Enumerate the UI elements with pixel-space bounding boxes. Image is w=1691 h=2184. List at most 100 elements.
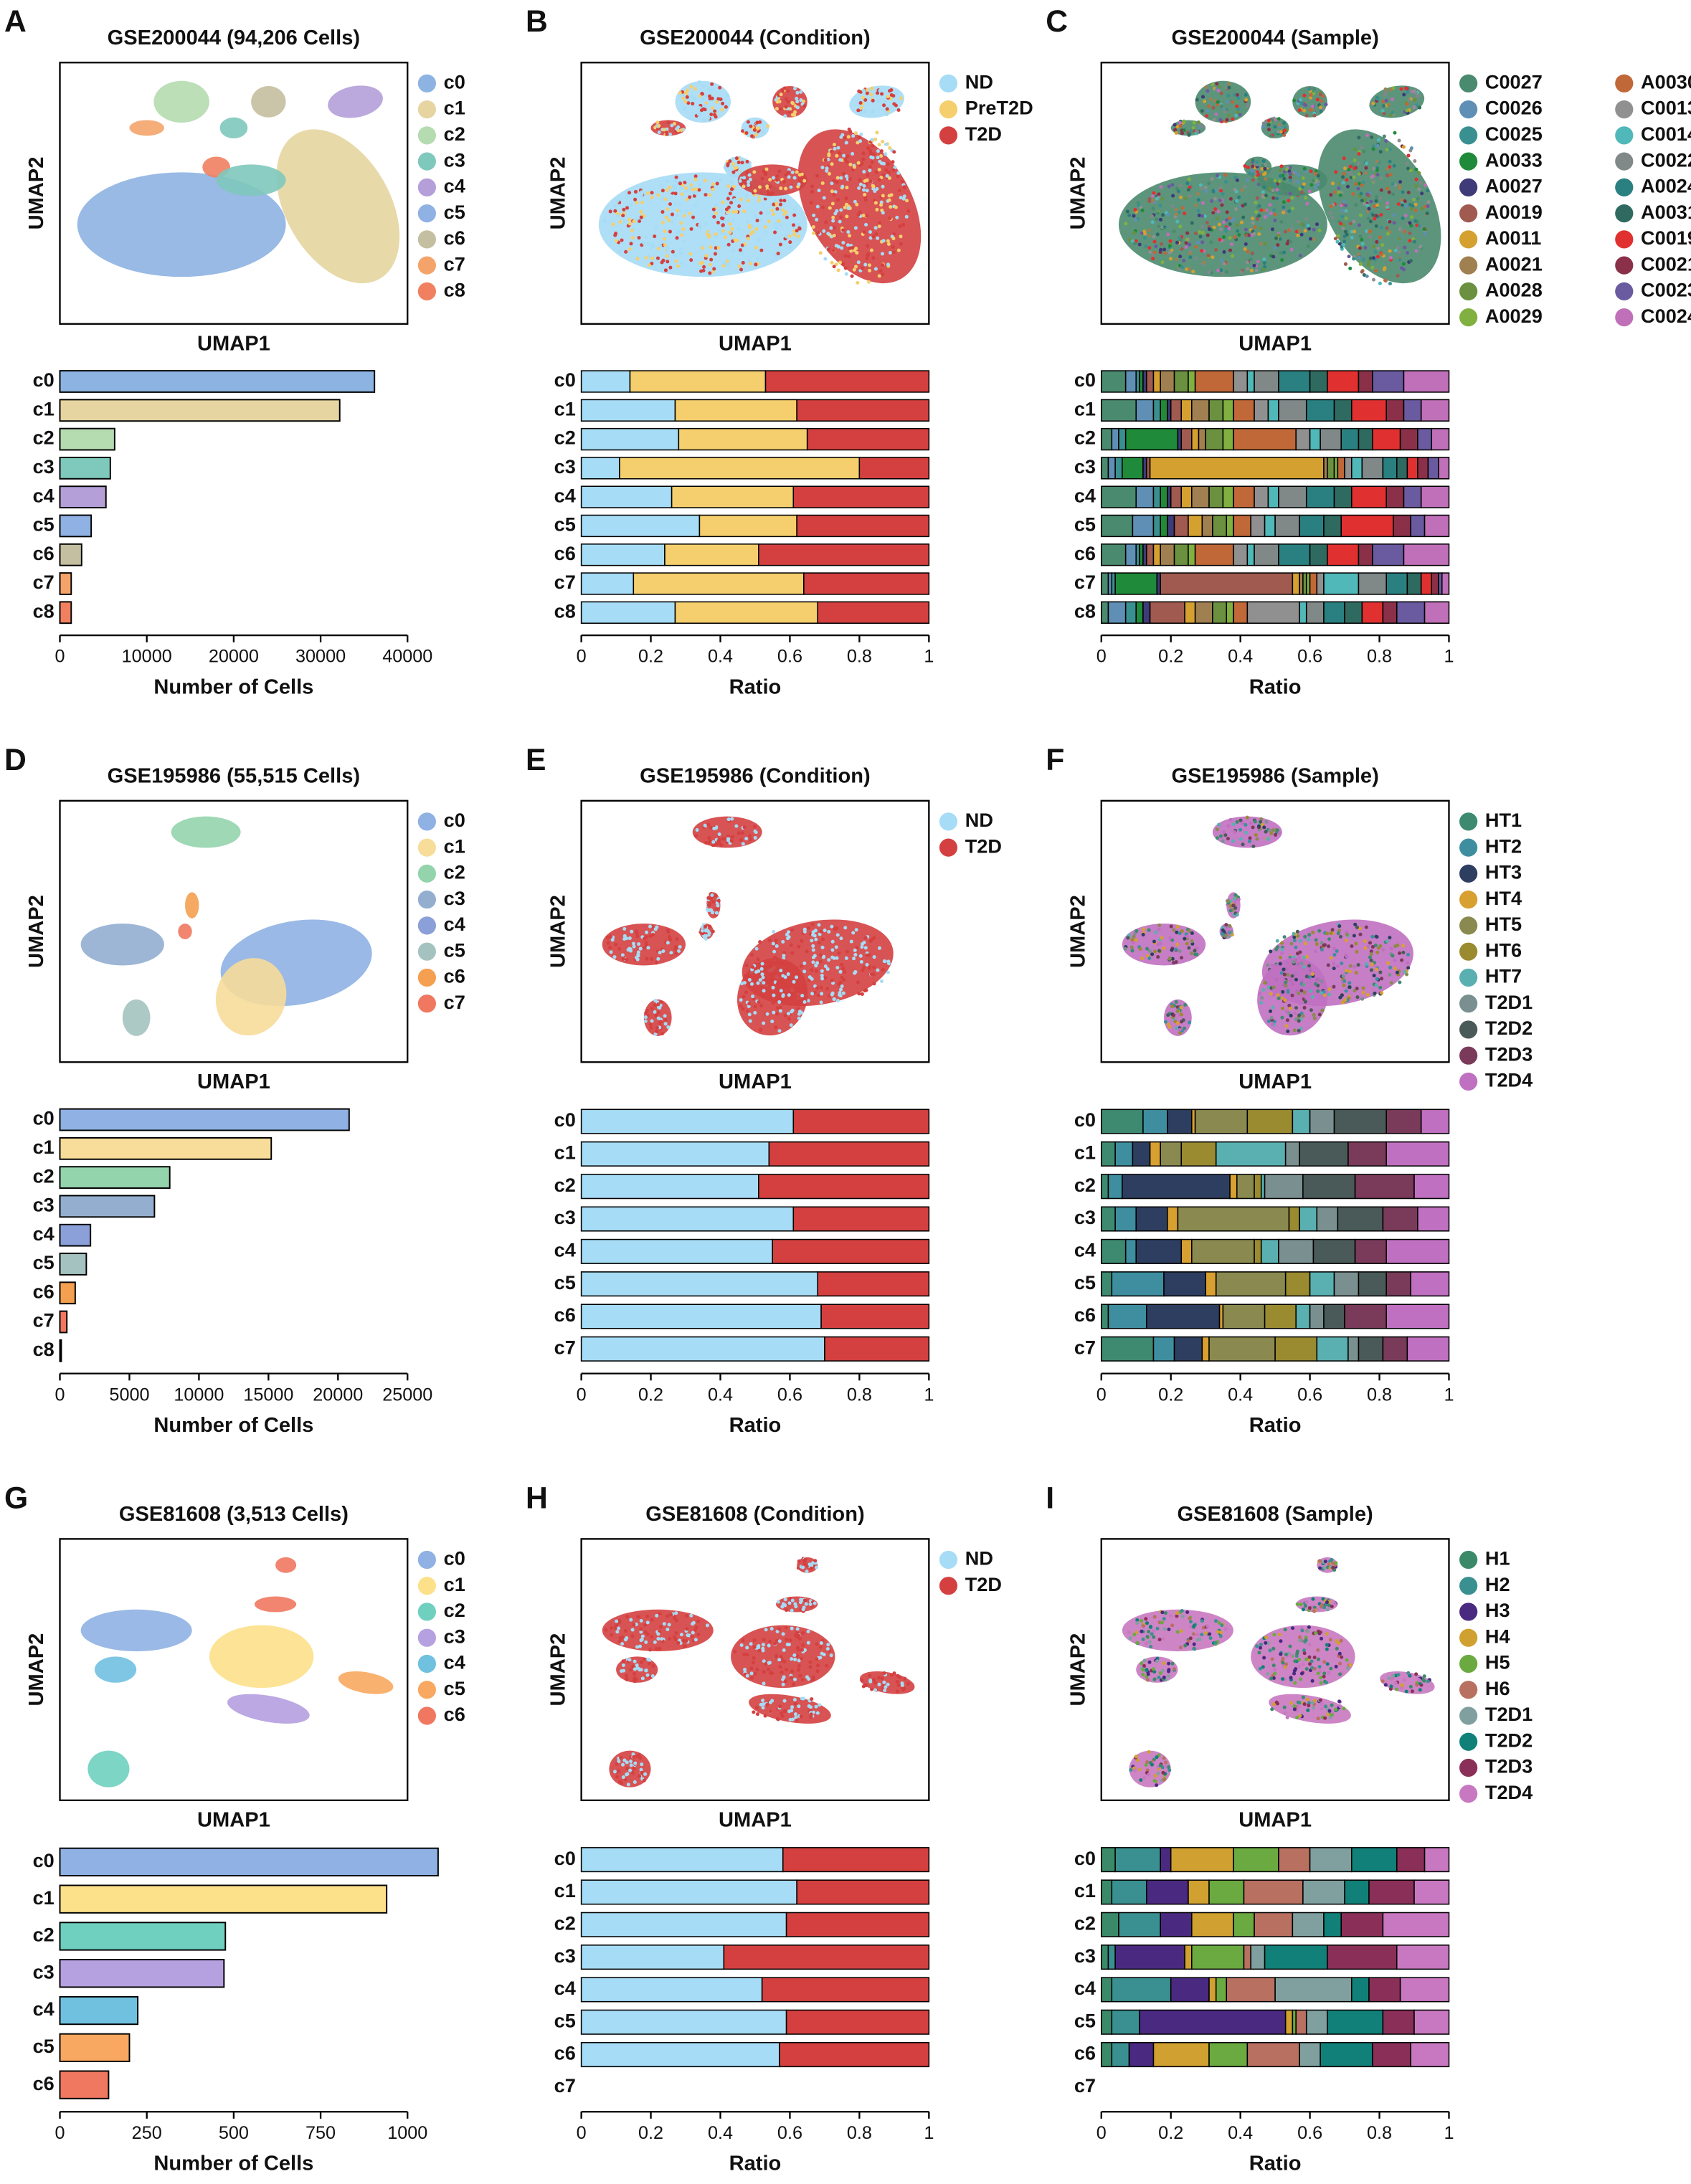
- bar-segment: [1403, 543, 1450, 566]
- umap-dot: [650, 1635, 654, 1639]
- umap-dot: [1321, 94, 1325, 98]
- umap-dot: [658, 244, 663, 248]
- umap-dot: [1141, 933, 1145, 937]
- bar-segment: [1386, 1271, 1411, 1297]
- umap-dot: [797, 1633, 801, 1638]
- umap-dot: [839, 208, 843, 212]
- bar-segment: [1320, 427, 1342, 451]
- umap-dot: [1174, 947, 1178, 951]
- legend-swatch: [1459, 282, 1478, 300]
- legend-swatch: [417, 152, 436, 171]
- umap-dot: [1320, 991, 1324, 995]
- bar-segment: [1226, 514, 1234, 538]
- umap-dot: [896, 1684, 901, 1688]
- panel-letter: E: [526, 743, 546, 777]
- bar-segment: [1431, 427, 1450, 451]
- legend-label: H1: [1485, 1547, 1510, 1570]
- umap-dot: [1332, 967, 1336, 971]
- umap-dot: [645, 1673, 650, 1677]
- umap-dot: [1366, 217, 1370, 221]
- umap-dot: [1418, 1681, 1422, 1686]
- umap-dot: [645, 191, 650, 195]
- legend-label: c3: [444, 148, 465, 171]
- umap-dot: [799, 964, 803, 968]
- umap-dot: [780, 1670, 784, 1674]
- umap-dot: [666, 1025, 671, 1030]
- umap-dot: [1295, 1715, 1299, 1719]
- bar-segment: [1188, 370, 1196, 393]
- umap-dot: [1323, 1559, 1327, 1564]
- umap-dot: [1417, 187, 1421, 191]
- umap-dot: [891, 168, 896, 172]
- umap-dot: [694, 834, 698, 838]
- umap-dot: [1322, 1674, 1326, 1679]
- bar-segment: [1441, 572, 1450, 595]
- umap-dot: [1155, 1659, 1159, 1663]
- umap-dot: [1365, 133, 1369, 138]
- legend-swatch: [417, 282, 436, 300]
- umap-dot: [706, 908, 710, 913]
- category-label: c2: [554, 1912, 576, 1934]
- bar-segment: [1382, 457, 1398, 480]
- umap-dot: [1155, 196, 1159, 201]
- umap-dot: [741, 1638, 745, 1643]
- umap-dot: [1303, 1000, 1307, 1004]
- umap-dot: [1230, 242, 1234, 247]
- umap-dot: [1301, 1608, 1305, 1612]
- bar-segment: [1145, 370, 1155, 393]
- umap-dot: [756, 126, 760, 130]
- umap-dot: [776, 252, 780, 256]
- umap-dot: [1227, 85, 1231, 90]
- umap-dot: [609, 950, 613, 954]
- umap-dot: [1127, 213, 1132, 217]
- umap-dot: [1206, 1624, 1210, 1628]
- umap-dot: [1380, 252, 1384, 256]
- umap-dot: [1292, 959, 1296, 964]
- umap-dot: [723, 166, 727, 170]
- category-label: c3: [1074, 1945, 1096, 1967]
- umap-dot: [1227, 82, 1231, 86]
- umap-dot: [1391, 110, 1395, 115]
- legend-swatch: [417, 178, 436, 196]
- umap-dot: [798, 1600, 802, 1605]
- umap-dot: [1132, 214, 1136, 218]
- umap-dot: [881, 184, 885, 189]
- bar-segment: [1299, 2042, 1321, 2068]
- umap-dot: [749, 1671, 754, 1676]
- x-axis-label: Ratio: [1249, 1414, 1302, 1437]
- umap-dot: [892, 1671, 896, 1676]
- umap-dot: [648, 1022, 653, 1027]
- umap-dot: [658, 1612, 662, 1616]
- category-label: c4: [33, 1222, 55, 1245]
- umap-dot: [1219, 1630, 1223, 1635]
- umap-dot: [868, 939, 873, 944]
- umap-dot: [900, 1681, 904, 1686]
- bar-segment: [1347, 1141, 1388, 1167]
- umap-dot: [1319, 979, 1323, 983]
- umap-dot: [826, 1643, 830, 1647]
- panel: I GSE81608 (Sample)UMAP1UMAP2H1H2H3H4H5H6…: [1046, 1481, 1533, 2175]
- umap-dot: [1270, 1657, 1274, 1661]
- umap-dot: [1386, 961, 1390, 965]
- bar-segment: [1327, 1945, 1398, 1970]
- umap-dot: [665, 929, 670, 933]
- umap-dot: [754, 133, 758, 137]
- legend-label: H3: [1485, 1599, 1510, 1621]
- umap-dot: [624, 250, 628, 254]
- umap-dot: [704, 929, 708, 933]
- umap-dot: [1357, 252, 1361, 257]
- umap-dot: [741, 129, 745, 133]
- umap-dot: [865, 256, 869, 260]
- umap-dot: [1152, 191, 1156, 195]
- bar-segment: [1233, 370, 1249, 393]
- umap-dot: [820, 166, 825, 170]
- legend-label: T2D2: [1485, 1729, 1533, 1751]
- umap-dot: [711, 207, 716, 212]
- umap-dot: [832, 192, 836, 196]
- umap-dot: [647, 254, 651, 258]
- bar-segment: [1135, 1206, 1168, 1232]
- legend-swatch: [1459, 1681, 1478, 1699]
- umap-dot: [861, 968, 865, 972]
- umap-dot: [845, 186, 849, 190]
- umap-dot: [626, 1782, 630, 1787]
